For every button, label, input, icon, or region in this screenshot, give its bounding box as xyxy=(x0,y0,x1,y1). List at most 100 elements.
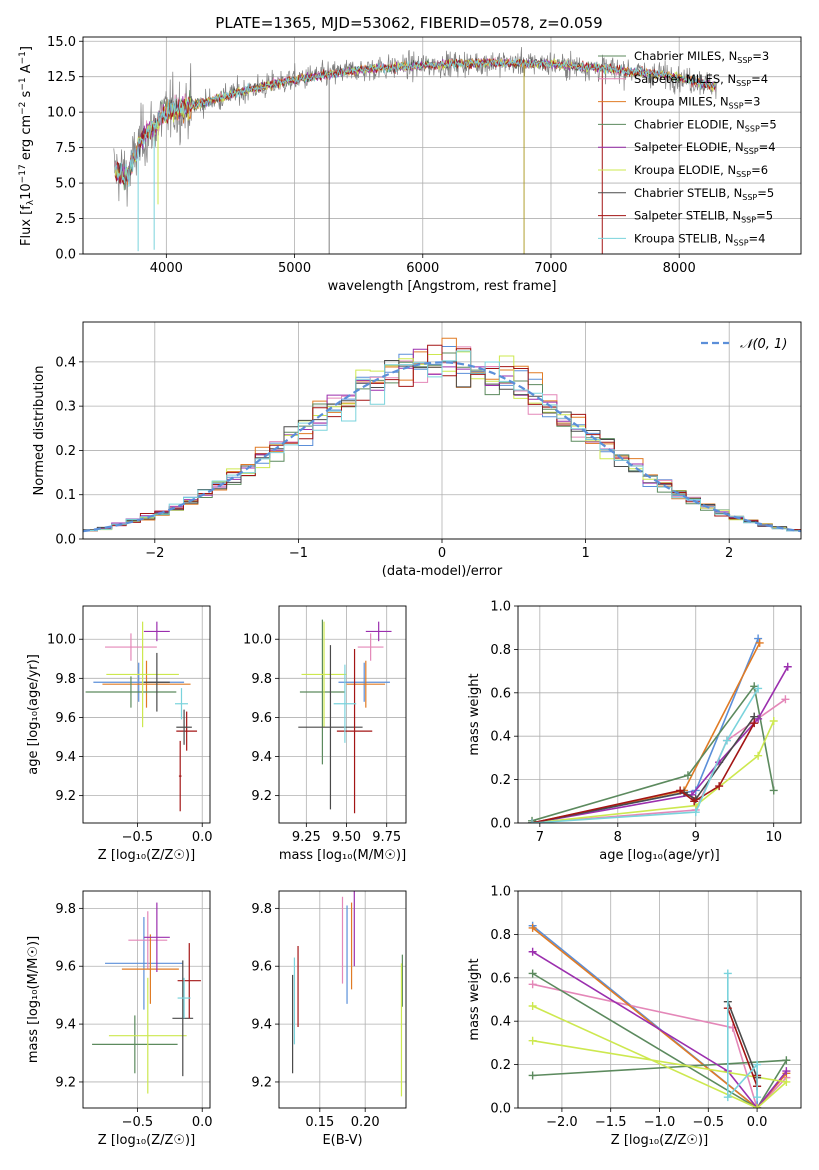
series-line-salpeter_elodie xyxy=(532,951,788,1108)
series-marker-chabrier_elodie xyxy=(528,1071,537,1080)
legend-text: Kroupa STELIB, N xyxy=(634,231,734,245)
x-tick-label: 0.0 xyxy=(747,1115,768,1130)
x-axis-label: E(B-V) xyxy=(322,1133,362,1148)
y-tick-label: 0.0 xyxy=(490,817,511,832)
x-axis-label: mass [log₁₀(M/M☉)] xyxy=(279,848,406,863)
y-tick-label: 12.5 xyxy=(47,70,76,85)
y-tick-label: 7.5 xyxy=(55,141,76,156)
y-tick-label: 9.4 xyxy=(55,750,76,765)
y-tick-label: 0.3 xyxy=(55,400,76,415)
series-line-chabrier_elodie xyxy=(531,684,775,822)
series-line-salpeter_elodie xyxy=(531,666,789,823)
series-marker-kroupa_elodie xyxy=(769,717,778,726)
legend-label: 𝒩(0, 1) xyxy=(740,337,787,352)
axes-frame xyxy=(82,321,802,540)
series-marker-kroupa_stelib xyxy=(722,736,731,745)
series-marker-salpeter_elodie xyxy=(782,1067,791,1076)
y-tick-label: 0.2 xyxy=(55,444,76,459)
x-axis-label: Z [log₁₀(Z/Z☉)] xyxy=(98,848,195,863)
series-line-kroupa_elodie xyxy=(532,1005,789,1108)
series-marker-kroupa_miles xyxy=(528,923,537,932)
y-tick-label: 1.0 xyxy=(490,885,511,900)
plot-area xyxy=(85,621,198,812)
x-tick-label: −0.5 xyxy=(693,1115,725,1130)
x-tick-label: −1 xyxy=(289,546,308,561)
axes-frame xyxy=(82,36,802,255)
chart-panel-8: −2.0 −1.5 −1.0 −0.5 0.0 0.0 0.2 0.4 0.6 0.8 1.0 Z [… xyxy=(467,885,802,1148)
x-tick-label: 8000 xyxy=(663,261,696,276)
series-marker-salpeter_miles xyxy=(781,695,790,704)
series-marker-salpeter_stelib xyxy=(715,782,724,791)
axes-frame xyxy=(278,890,407,1109)
series-marker-kroupa_stelib xyxy=(691,808,700,817)
legend-sub: SSP xyxy=(729,102,744,111)
x-tick-label: 0.20 xyxy=(351,1115,380,1130)
y-tick-label: 0.0 xyxy=(490,1102,511,1117)
y-tick-label: 9.4 xyxy=(251,750,272,765)
plot-area xyxy=(83,337,801,533)
y-axis-label-part: λ xyxy=(26,199,36,205)
legend-text: Chabrier ELODIE, N xyxy=(634,117,745,131)
legend-value: =4 xyxy=(751,72,768,86)
plot-area xyxy=(528,634,792,823)
chart-title: PLATE=1365, MJD=53062, FIBERID=0578, z=0… xyxy=(215,14,602,32)
series-marker-chabrier_miles xyxy=(754,634,763,643)
legend-sub: SSP xyxy=(734,238,749,247)
series-marker-kroupa_miles xyxy=(755,638,764,647)
plot-area xyxy=(292,891,403,1097)
y-tick-label: 0.0 xyxy=(55,248,76,263)
legend-value: =4 xyxy=(759,140,776,154)
y-tick-label: 5.0 xyxy=(55,177,76,192)
y-tick-label: 2.5 xyxy=(55,212,76,227)
series-marker-kroupa_elodie xyxy=(528,1002,537,1011)
y-tick-label: 0.8 xyxy=(490,928,511,943)
series-marker-salpeter_stelib xyxy=(676,786,685,795)
legend-label: Salpeter STELIB, NSSP=5 xyxy=(634,209,773,225)
x-tick-label: −1.0 xyxy=(644,1115,676,1130)
grid xyxy=(83,891,210,1108)
series-marker-chabrier_elodie xyxy=(769,786,778,795)
legend-label: Kroupa ELODIE, NSSP=6 xyxy=(634,163,768,179)
x-tick-label: 9 xyxy=(692,830,700,845)
y-axis-label: mass weight xyxy=(467,673,482,755)
legend: Chabrier MILES, NSSP=3 Salpeter MILES, NS… xyxy=(598,49,777,247)
x-tick-label: 9.75 xyxy=(372,830,401,845)
legend-value: =3 xyxy=(752,49,769,63)
y-tick-label: 9.8 xyxy=(251,902,272,917)
y-tick-label: 10.0 xyxy=(47,633,76,648)
axes-frame xyxy=(82,890,211,1109)
y-tick-label: 0.6 xyxy=(490,686,511,701)
y-tick-label: 9.6 xyxy=(251,711,272,726)
legend-sub: SSP xyxy=(744,147,759,156)
y-axis-label-part: −2 xyxy=(18,102,28,115)
y-axis-label-part: erg cm xyxy=(19,115,34,164)
normal-curve xyxy=(83,361,801,533)
series-marker-chabrier_elodie xyxy=(683,771,692,780)
y-tick-label: 0.8 xyxy=(490,643,511,658)
y-tick-label: 9.2 xyxy=(251,1075,272,1090)
legend-label: Salpeter MILES, NSSP=4 xyxy=(634,72,768,88)
legend-value: =4 xyxy=(749,231,766,245)
series-line-chabrier_elodie xyxy=(532,972,788,1108)
series-line-kroupa_miles xyxy=(532,927,788,1108)
series-marker-chabrier_elodie xyxy=(782,1056,791,1065)
x-tick-label: 0.0 xyxy=(192,1115,213,1130)
x-axis-label: age [log₁₀(age/yr)] xyxy=(599,848,720,863)
legend-label: Chabrier STELIB, NSSP=5 xyxy=(634,186,774,202)
legend-label: Kroupa MILES, NSSP=3 xyxy=(634,95,760,111)
plot-area xyxy=(298,619,392,814)
x-tick-label: 0.15 xyxy=(305,1115,334,1130)
plot-area xyxy=(92,902,201,1094)
x-tick-label: 9.50 xyxy=(332,830,361,845)
y-axis-label-part: 10 xyxy=(19,183,34,200)
series-marker-kroupa_elodie xyxy=(782,1077,791,1086)
legend-label: Chabrier MILES, NSSP=3 xyxy=(634,49,769,65)
series-line-kroupa_elodie xyxy=(531,720,775,823)
y-tick-label: 9.6 xyxy=(55,711,76,726)
y-axis-label-part: A xyxy=(19,64,34,77)
x-tick-label: 6000 xyxy=(406,261,439,276)
legend-value: =5 xyxy=(756,209,773,223)
chart-panel-3: −0.5 0.0 9.2 9.4 9.6 9.8 10.0 Z [log₁₀(Z/Z☉)] ag… xyxy=(26,605,213,863)
y-tick-label: 1.0 xyxy=(490,600,511,615)
series-marker-kroupa_stelib xyxy=(754,684,763,693)
